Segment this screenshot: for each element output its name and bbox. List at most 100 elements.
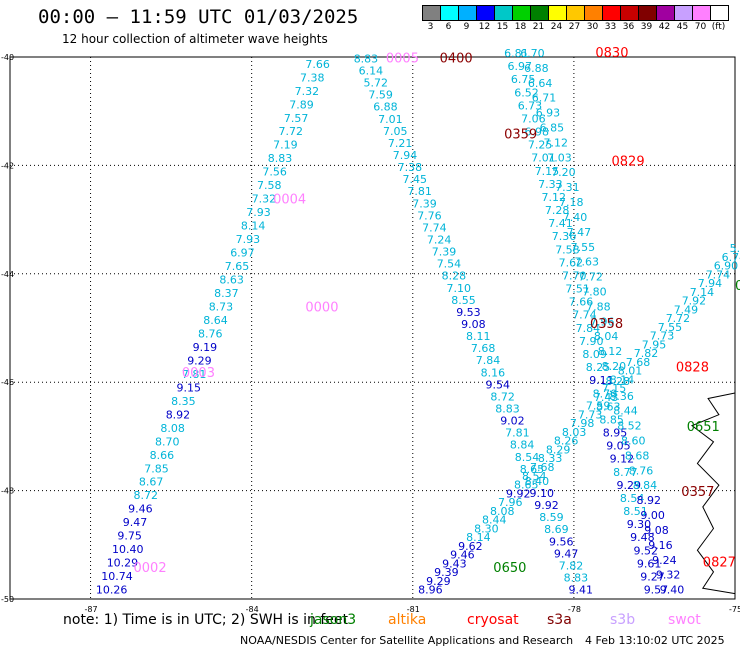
wave-height-value: 6.85: [540, 122, 565, 135]
altimeter-tracks: 10.2610.7410.2910.409.759.479.468.728.67…: [96, 47, 740, 597]
wave-height-value: 7.15: [602, 382, 627, 395]
wave-height-value: 6.75: [511, 73, 536, 86]
wave-height-value: 8.44: [613, 405, 638, 418]
coastline: [690, 392, 736, 595]
wave-height-value: 7.18: [559, 196, 584, 209]
wave-height-value: 8.83: [564, 572, 589, 585]
wave-height-value: 7.56: [262, 166, 287, 179]
wave-height-value: 8.92: [637, 494, 662, 507]
wave-height-value: 9.29: [617, 479, 642, 492]
wave-height-value: 6.74: [722, 251, 740, 264]
footer-note: note: 1) Time is in UTC; 2) SWH is in fe…: [63, 612, 349, 628]
wave-height-value: 8.65: [514, 479, 539, 492]
wave-height-value: 8.92: [166, 408, 191, 421]
track-0650-0655: 8.969.299.399.439.469.628.148.308.448.08…: [418, 242, 740, 596]
wave-height-value: 7.81: [407, 185, 432, 198]
wave-height-value: 7.15: [535, 165, 560, 178]
wave-height-value: 9.32: [656, 569, 681, 582]
wave-height-value: 8.54: [620, 492, 645, 505]
axis-labels: -40 -42 -44 -46 -48 -50 -87 -84 -81 -78 -75: [1, 53, 740, 614]
wave-height-value: 9.53: [456, 306, 481, 319]
track-0000-0005: 10.2610.7410.2910.409.759.479.468.728.67…: [96, 58, 330, 597]
wave-height-value: 7.58: [555, 243, 580, 256]
lat-tick-label: -42: [1, 161, 14, 170]
wave-height-value: 7.12: [544, 136, 569, 149]
wave-height-value: 7.88: [586, 300, 611, 313]
wave-height-value: 7.05: [383, 125, 408, 138]
wave-height-value: 8.66: [150, 449, 175, 462]
wave-height-value: 7.59: [586, 400, 611, 413]
wave-height-value: 9.15: [177, 381, 202, 394]
wave-height-value: 8.70: [155, 435, 180, 448]
wave-height-value: 6.98: [525, 126, 550, 139]
lat-tick-label: -50: [1, 595, 14, 604]
wave-height-value: 8.29: [546, 444, 571, 457]
time-label: 0400: [440, 51, 473, 66]
wave-height-value: 9.48: [630, 531, 655, 544]
wave-height-value: 9.39: [434, 566, 459, 579]
wave-height-value: 9.92: [534, 499, 559, 512]
wave-height-value: 7.32: [295, 85, 320, 98]
mission-swot: swot: [668, 612, 701, 628]
wave-height-value: 5.72: [364, 77, 389, 90]
lon-tick-label: -75: [729, 605, 740, 614]
wave-height-value: 7.82: [634, 347, 659, 360]
wave-height-value: 7.95: [642, 338, 667, 351]
page-subtitle: 12 hour collection of altimeter wave hei…: [62, 32, 328, 46]
wave-height-value: 7.66: [305, 58, 330, 71]
scale-label: 27: [568, 22, 581, 32]
scale-label: 36: [622, 22, 635, 32]
wave-height-value: 9.00: [640, 509, 665, 522]
wave-height-value: 9.46: [128, 503, 153, 516]
wave-height-value: 7.81: [182, 368, 207, 381]
wave-height-value: 7.84: [576, 322, 601, 335]
time-label: 0827: [703, 556, 736, 571]
wave-height-value: 7.55: [658, 321, 683, 334]
track-0355-0400: 8.836.145.727.596.887.017.057.217.947.38…: [354, 52, 593, 596]
wave-height-value: 6.71: [532, 92, 557, 105]
wave-height-value: 8.20: [602, 360, 627, 373]
wave-height-value: 7.39: [412, 197, 437, 210]
wave-height-value: 8.09: [582, 348, 607, 361]
wave-height-value: 6.90: [714, 260, 739, 273]
mission-s3b: s3b: [610, 612, 636, 628]
wave-height-value: 7.94: [698, 277, 723, 290]
mission-s3a: s3a: [547, 612, 572, 628]
wave-height-value: 7.98: [570, 417, 595, 430]
wave-height-value: 7.21: [388, 137, 413, 150]
lat-tick-label: -44: [1, 270, 14, 279]
scale-label: (ft): [711, 22, 726, 32]
wave-height-value: 7.84: [476, 354, 501, 367]
wave-height-value: 7.66: [569, 296, 594, 309]
wave-height-value: 6.93: [536, 107, 561, 120]
credit-line: NOAA/NESDIS Center for Satellite Applica…: [240, 634, 574, 647]
wave-height-value: 7.55: [571, 241, 596, 254]
wave-height-value: 7.32: [252, 193, 277, 206]
wave-height-value: 8.84: [510, 439, 535, 452]
wave-height-value: 8.14: [610, 374, 635, 387]
time-labels: 0000 0005 0004 0003 0002 0400 0359 0358 0357 0830…: [134, 46, 740, 576]
wave-height-value: 7.57: [284, 112, 309, 125]
wave-height-value: 9.24: [652, 554, 677, 567]
wave-height-value: 8.76: [629, 464, 654, 477]
wave-height-value: 7.43: [594, 391, 619, 404]
lat-tick-label: -40: [1, 53, 14, 62]
wave-height-value: 10.26: [96, 584, 128, 597]
wave-height-value: 7.73: [578, 409, 603, 422]
scale-label: 39: [640, 22, 653, 32]
wave-height-value: 8.77: [613, 466, 638, 479]
mission-cryosat: cryosat: [467, 612, 519, 628]
scale-label: 3: [427, 22, 434, 32]
wave-height-value: 7.72: [279, 125, 304, 138]
wave-height-value: 7.81: [505, 427, 529, 440]
wave-height-value: 9.02: [500, 415, 525, 428]
wave-height-value: 7.39: [432, 246, 457, 259]
wave-height-value: 7.72: [666, 312, 691, 325]
wave-height-value: 8.83: [354, 52, 379, 65]
wave-height-value: 7.80: [582, 286, 607, 299]
wave-height-value: 7.20: [551, 166, 576, 179]
wave-height-value: 8.08: [160, 422, 185, 435]
track-0825-0830b: 6.706.886.646.716.936.857.127.037.207.31…: [520, 47, 684, 597]
wave-height-value: 8.44: [482, 514, 507, 527]
wave-height-value: 7.38: [300, 71, 325, 84]
